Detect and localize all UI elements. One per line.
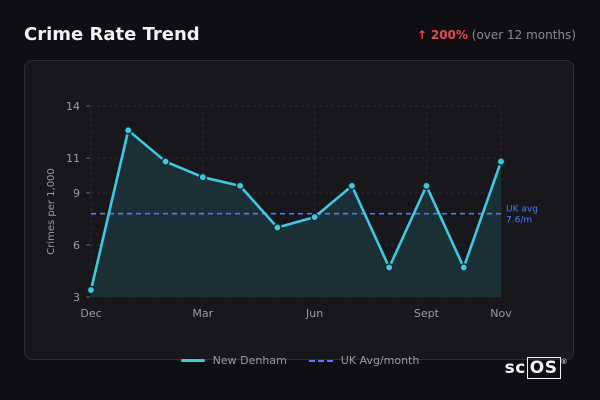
data-point	[422, 181, 431, 191]
x-tick-label: Nov	[490, 307, 512, 320]
change-value: 200%	[430, 28, 468, 42]
brand-registered-mark: ®	[560, 358, 568, 366]
change-arrow-icon: ↑	[416, 28, 428, 42]
data-point	[347, 181, 357, 191]
y-axis-label: Crimes per 1,000	[46, 168, 57, 255]
chart-title: Crime Rate Trend	[24, 24, 200, 45]
data-point	[198, 172, 208, 182]
brand-prefix: sc	[504, 358, 526, 378]
brand-logo: sc OS ®	[504, 357, 568, 379]
y-tick-label: 3	[73, 291, 80, 304]
uk-average-annotation: UK avg	[506, 205, 538, 215]
series-line-new-denham	[89, 129, 503, 291]
data-point	[310, 212, 319, 222]
legend-avg-label: UK Avg/month	[340, 354, 420, 367]
legend-dash-swatch	[308, 359, 333, 362]
data-point	[496, 157, 506, 166]
x-tick-label: Sept	[414, 307, 440, 320]
brand-boxed: OS	[526, 357, 561, 379]
area-fill	[91, 130, 501, 297]
x-tick-label: Mar	[192, 307, 213, 320]
data-point	[235, 181, 245, 191]
y-tick-label: 9	[73, 187, 80, 200]
data-point	[384, 263, 394, 272]
x-tick-label: Jun	[305, 307, 323, 320]
change-period: (over 12 months)	[471, 28, 576, 42]
y-tick-label: 6	[73, 239, 80, 252]
change-indicator: ↑ 200% (over 12 months)	[417, 28, 576, 42]
legend-line-swatch	[180, 359, 205, 362]
data-point	[123, 126, 133, 135]
data-point	[161, 157, 170, 166]
data-point	[273, 223, 282, 232]
chart-legend: New Denham UK Avg/month	[0, 354, 600, 367]
data-point	[86, 285, 96, 295]
legend-item-series[interactable]: New Denham	[180, 354, 287, 367]
legend-item-avg[interactable]: UK Avg/month	[308, 354, 420, 367]
uk-average-annotation-value: 7.6/m	[506, 216, 532, 226]
legend-series-label: New Denham	[212, 354, 287, 367]
data-point	[459, 263, 469, 272]
x-tick-label: Dec	[80, 307, 101, 320]
y-tick-label: 11	[66, 152, 80, 165]
y-tick-label: 14	[66, 100, 80, 113]
